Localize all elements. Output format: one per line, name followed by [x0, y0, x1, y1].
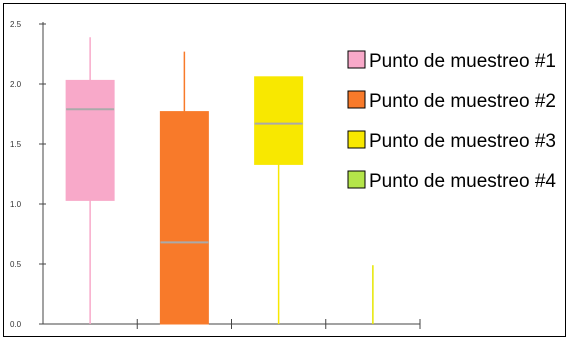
box-body [159, 111, 209, 325]
box-1 [65, 37, 115, 324]
legend: Punto de muestreo #1 Punto de muestreo #2… [347, 50, 556, 192]
legend-swatch [347, 130, 366, 149]
legend-label: Punto de muestreo #1 [369, 51, 556, 72]
legend-entry-2: Punto de muestreo #2 [347, 90, 556, 112]
y-tick-label: 0.5 [10, 260, 22, 269]
box-2 [159, 51, 209, 325]
legend-entry-1: Punto de muestreo #1 [347, 50, 556, 72]
y-tick-label: 2.5 [10, 20, 22, 29]
legend-entry-4: Punto de muestreo #4 [347, 170, 556, 192]
legend-swatch [347, 50, 366, 69]
box-body [254, 76, 304, 165]
box-body [65, 79, 115, 201]
legend-swatch [347, 90, 366, 109]
box-3 [254, 76, 304, 324]
legend-swatch [347, 170, 366, 189]
y-tick-label: 0.0 [10, 320, 22, 329]
y-tick-label: 1.5 [10, 140, 22, 149]
legend-entry-3: Punto de muestreo #3 [347, 130, 556, 152]
legend-label: Punto de muestreo #2 [369, 91, 556, 112]
legend-label: Punto de muestreo #4 [369, 171, 556, 192]
legend-label: Punto de muestreo #3 [369, 131, 556, 152]
y-tick-label: 1.0 [10, 200, 22, 209]
y-tick-label: 2.0 [10, 80, 22, 89]
axes: 0.0 0.5 1.0 1.5 2.0 2.5 [10, 20, 421, 329]
boxes [65, 37, 374, 325]
